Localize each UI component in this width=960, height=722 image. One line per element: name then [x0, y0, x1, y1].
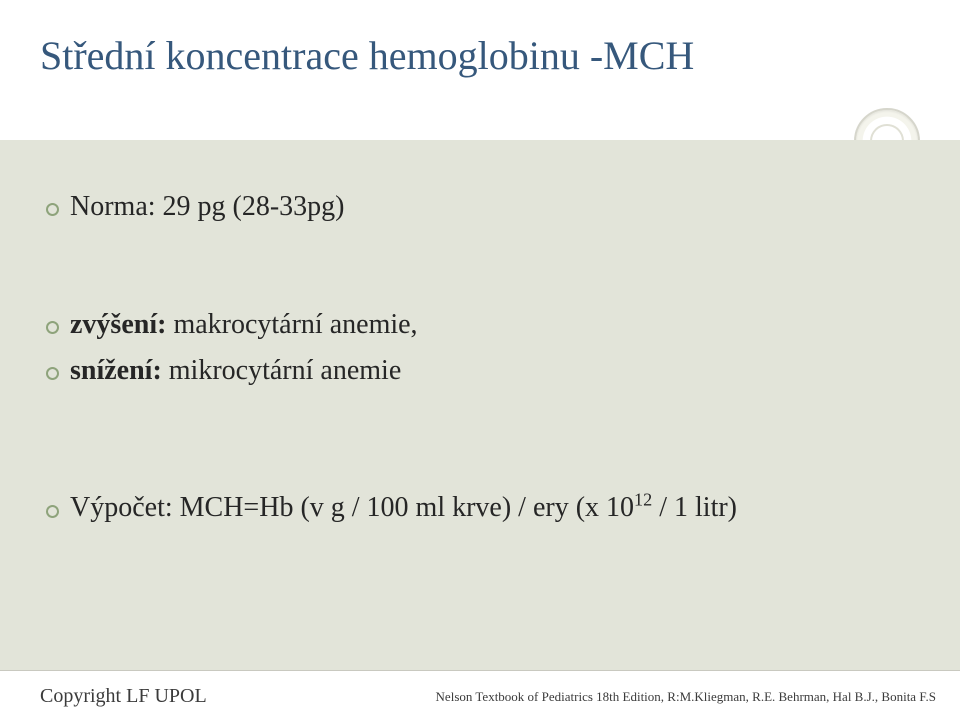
bullet-dot-icon [46, 367, 59, 380]
bullet-zvyseni-label: zvýšení: [70, 309, 166, 340]
bullet-dot-icon [46, 203, 59, 216]
bullet-vypocet-pre: Výpočet: MCH=Hb (v g / 100 ml krve) / er… [70, 492, 634, 523]
bullet-zvyseni-text: makrocytární anemie, [166, 309, 417, 340]
bullet-snizeni-label: snížení: [70, 355, 162, 386]
bullet-zvyseni: zvýšení: makrocytární anemie, [70, 306, 900, 344]
footer-right: Nelson Textbook of Pediatrics 18th Editi… [436, 689, 936, 705]
bullet-vypocet-sup: 12 [634, 490, 652, 510]
bullet-dot-icon [46, 321, 59, 334]
bullet-norma: Norma: 29 pg (28-33pg) [70, 188, 900, 226]
footer-left: Copyright LF UPOL [40, 685, 207, 708]
slide: Střední koncentrace hemoglobinu -MCH Nor… [0, 0, 960, 722]
bullet-snizeni: snížení: mikrocytární anemie [70, 352, 900, 390]
bullet-norma-text: Norma: 29 pg (28-33pg) [70, 191, 345, 222]
bullet-snizeni-text: mikrocytární anemie [162, 355, 401, 386]
header-band: Střední koncentrace hemoglobinu -MCH [0, 0, 960, 141]
body-area: Norma: 29 pg (28-33pg) zvýšení: makrocyt… [0, 140, 960, 670]
bullet-dot-icon [46, 505, 59, 518]
slide-title: Střední koncentrace hemoglobinu -MCH [40, 32, 694, 79]
bullet-vypocet-post: / 1 litr) [652, 492, 737, 523]
footer-band: Copyright LF UPOL Nelson Textbook of Ped… [0, 670, 960, 722]
bullet-vypocet: Výpočet: MCH=Hb (v g / 100 ml krve) / er… [70, 489, 900, 527]
